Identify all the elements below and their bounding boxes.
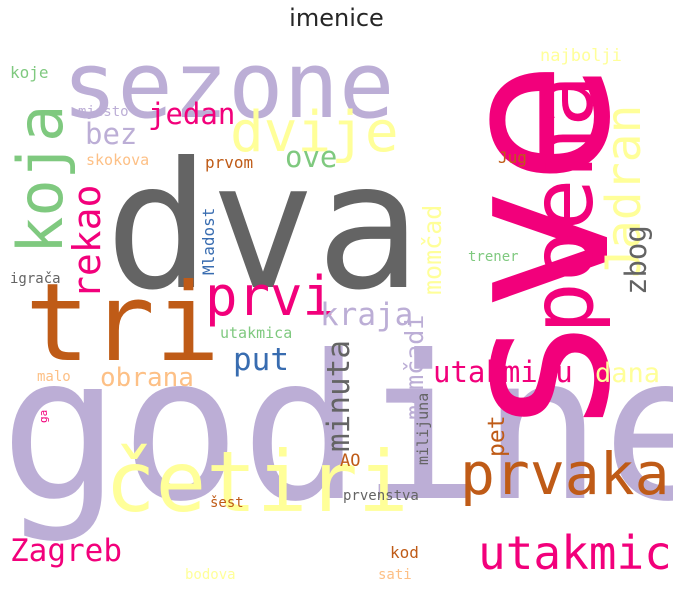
word-zbog: zbog [619, 225, 653, 295]
word-mom-ad: momčad [418, 204, 447, 295]
word--est: šest [210, 495, 244, 511]
word-prvenstva: prvenstva [343, 488, 419, 504]
word-put: put [233, 342, 289, 378]
word-jug: Jug [498, 148, 527, 167]
word-igra-a: igrača [10, 271, 61, 287]
word-jedan: jedan [148, 97, 236, 131]
word-utakmice: utakmice [478, 526, 673, 580]
word-utakmica: utakmica [220, 324, 293, 342]
word-milijuna: milijuna [414, 392, 432, 465]
word-koja: koja [4, 104, 77, 254]
word-malo: malo [37, 369, 71, 385]
word-tri: tri [25, 261, 221, 386]
word-koje: koje [10, 63, 49, 82]
word-ove: ove [285, 140, 338, 174]
word-kod: kod [390, 543, 419, 562]
word-zagreb: Zagreb [10, 533, 122, 569]
word-ao: AO [340, 451, 361, 471]
word-trener: trener [468, 249, 519, 265]
word-skokova: skokova [86, 151, 150, 169]
word-poena: poena [513, 75, 613, 334]
word-bodova: bodova [185, 567, 236, 583]
word-utakmicu: utakmicu [433, 355, 573, 389]
word-prvaka: prvaka [460, 440, 670, 508]
word-prvom: prvom [205, 153, 254, 172]
word-dvije: dvije [230, 100, 399, 165]
word-ga: ga [37, 409, 50, 423]
word-najbolji: najbolji [540, 46, 622, 66]
word-minuta: minuta [321, 340, 357, 452]
word-rekao: rekao [65, 184, 109, 299]
word-cloud: godine dva sve sezone tri četiri poena koja dvij… [0, 40, 673, 597]
word-dana: dana [595, 358, 661, 389]
word-kraja: kraja [320, 297, 414, 333]
word-bez: bez [85, 117, 138, 151]
word-obrana: obrana [100, 363, 194, 393]
word-sati: sati [378, 567, 412, 583]
chart-title: imenice [289, 4, 384, 32]
word--etiri: četiri [105, 433, 409, 531]
word-mladost: Mladost [199, 207, 218, 275]
word-dva: dva [105, 126, 422, 329]
word-godine: godine [0, 313, 673, 546]
word-prvi: prvi [205, 265, 336, 328]
word-sezone: sezone [62, 40, 395, 139]
word-pet: pet [484, 415, 510, 457]
word-mjesto: mjesto [78, 104, 129, 120]
